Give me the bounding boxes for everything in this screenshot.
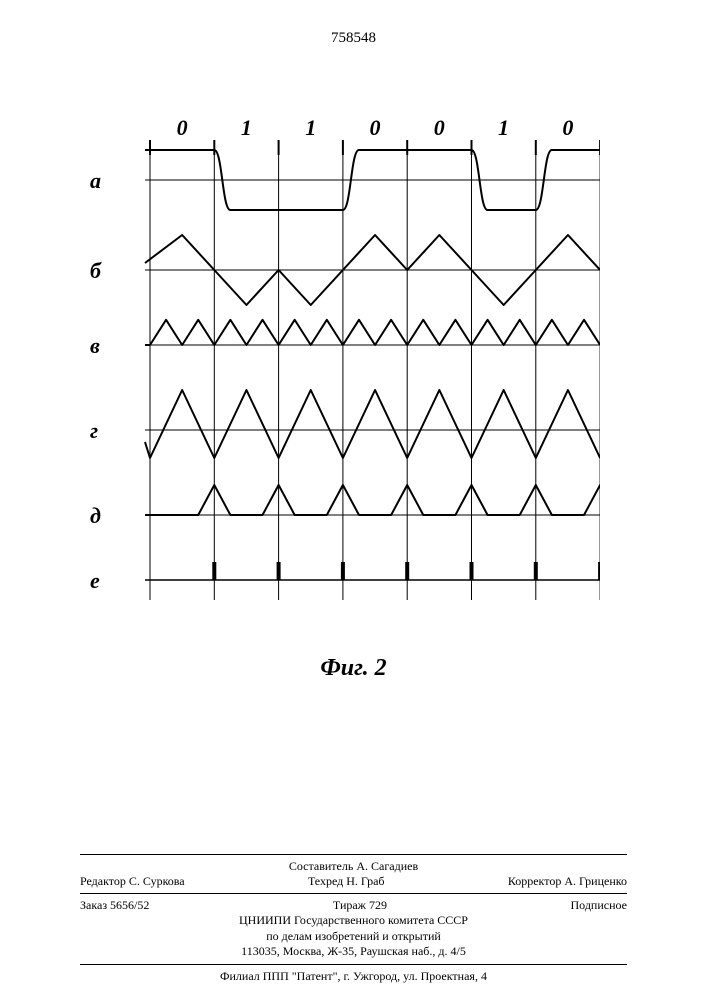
bit-3: 0 (343, 115, 407, 141)
bit-1: 1 (214, 115, 278, 141)
org-line-1: ЦНИИПИ Государственного комитета СССР (80, 913, 627, 929)
bit-2: 1 (279, 115, 343, 141)
waveforms-svg (120, 120, 600, 610)
bit-5: 1 (471, 115, 535, 141)
footer-block: Составитель А. Сагадиев Редактор С. Сурк… (80, 850, 627, 984)
row-label-g: г (90, 418, 98, 444)
document-number: 758548 (0, 30, 707, 47)
bit-6: 0 (536, 115, 600, 141)
bit-4: 0 (407, 115, 471, 141)
compiler-credit: Составитель А. Сагадиев (80, 859, 627, 874)
row-label-v: в (90, 333, 100, 359)
corrector-credit: Корректор А. Гриценко (508, 874, 627, 889)
org-line-3: 113035, Москва, Ж-35, Раушская наб., д. … (80, 944, 627, 960)
subscription: Подписное (571, 898, 628, 913)
tech-editor-credit: Техред Н. Граб (308, 874, 385, 889)
row-label-b: б (90, 258, 101, 284)
circulation: Тираж 729 (333, 898, 387, 913)
footer-rule-2 (80, 893, 627, 894)
org-line-2: по делам изобретений и открытий (80, 929, 627, 945)
row-label-d: д (90, 503, 101, 529)
bit-labels: 0 1 1 0 0 1 0 (150, 115, 600, 141)
footer-rule-1 (80, 854, 627, 855)
branch-line: Филиал ППП "Патент", г. Ужгород, ул. Про… (80, 969, 627, 984)
bit-0: 0 (150, 115, 214, 141)
figure-caption: Фиг. 2 (0, 655, 707, 682)
editor-credit: Редактор С. Суркова (80, 874, 185, 889)
order-number: Заказ 5656/52 (80, 898, 149, 913)
footer-rule-3 (80, 964, 627, 965)
timing-diagram: 0 1 1 0 0 1 0 а б в г д е (120, 120, 600, 640)
row-label-e: е (90, 568, 100, 594)
row-label-a: а (90, 168, 101, 194)
